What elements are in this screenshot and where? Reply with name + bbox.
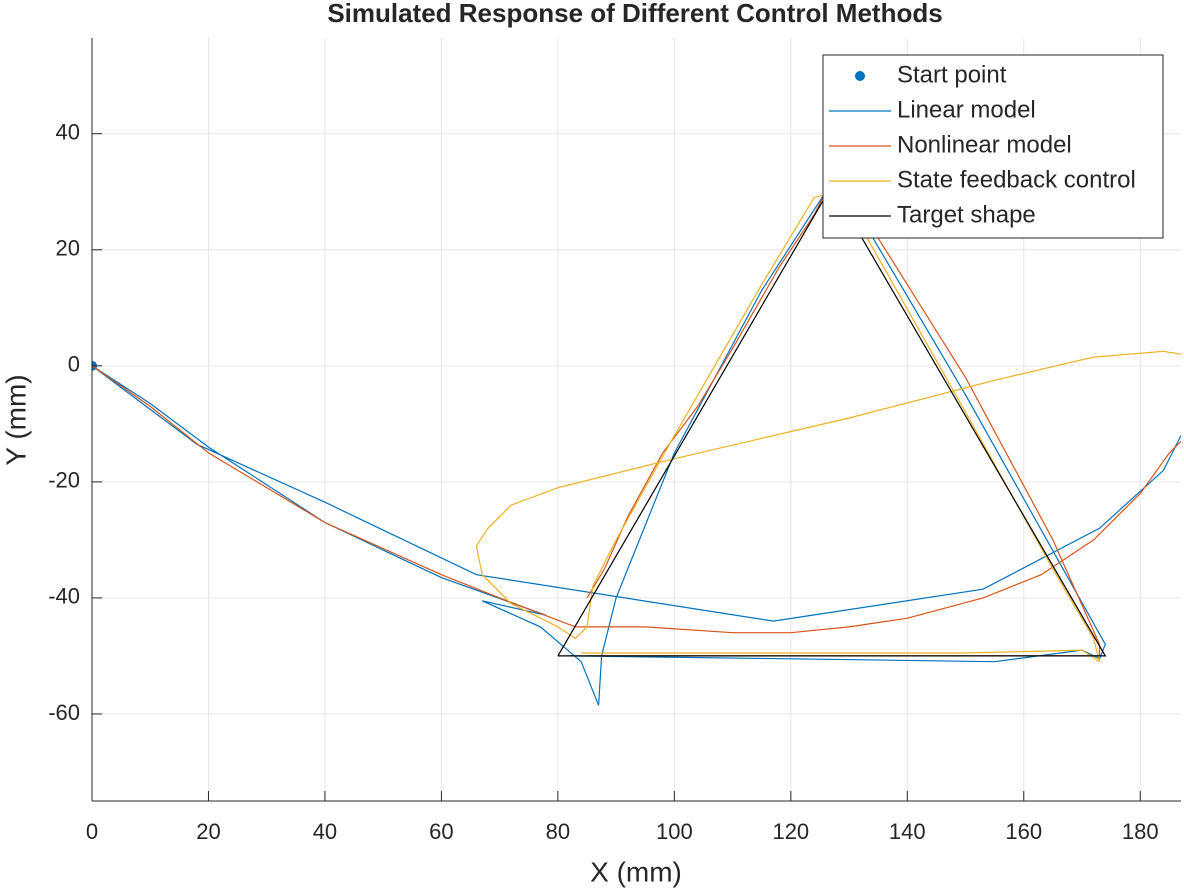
axes: 0 20 40 60 80 100 120 140 160 180 -60 -40 -20 0 20 40	[48, 38, 1181, 844]
x-tick-label: 80	[546, 819, 570, 844]
y-tick-label: 0	[68, 352, 80, 377]
x-tick-label: 0	[86, 819, 98, 844]
y-tick-label: -40	[48, 584, 80, 609]
x-tick-label: 180	[1122, 819, 1159, 844]
legend-marker	[855, 71, 865, 81]
x-tick-label: 120	[772, 819, 809, 844]
chart-title: Simulated Response of Different Control …	[327, 0, 942, 28]
y-tick-label: 40	[56, 120, 80, 145]
x-tick-label: 20	[196, 819, 220, 844]
x-tick-label: 40	[313, 819, 337, 844]
data-line	[92, 191, 1181, 706]
x-tick-label: 140	[889, 819, 926, 844]
legend-label: Start point	[897, 61, 1007, 88]
x-axis-label: X (mm)	[590, 856, 682, 887]
y-tick-label: -20	[48, 468, 80, 493]
y-axis-label: Y (mm)	[0, 374, 31, 465]
y-tick-label: 20	[56, 236, 80, 261]
x-tick-label: 160	[1005, 819, 1042, 844]
x-tick-label: 100	[656, 819, 693, 844]
legend-label: Target shape	[897, 201, 1036, 228]
data-line	[475, 191, 1181, 664]
legend-label: Linear model	[897, 96, 1036, 123]
legend-label: State feedback control	[897, 166, 1136, 193]
legend: Start point Linear model Nonlinear model St…	[822, 54, 1164, 239]
y-tick-label: -60	[48, 700, 80, 725]
data-line	[557, 184, 1107, 657]
x-tick-label: 60	[429, 819, 453, 844]
legend-label: Nonlinear model	[897, 131, 1072, 158]
